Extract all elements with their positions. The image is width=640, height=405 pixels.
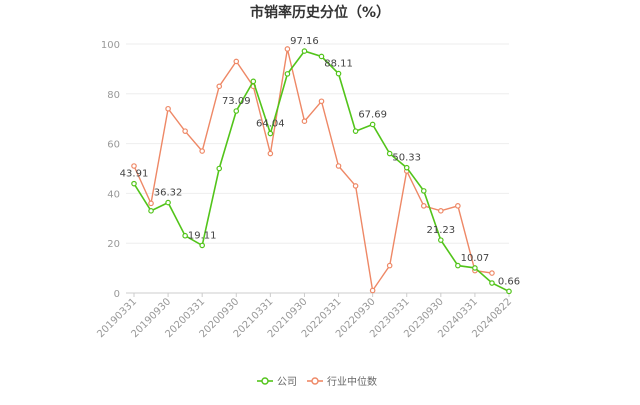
y-tick-label: 40 bbox=[107, 189, 120, 200]
data-point bbox=[420, 203, 427, 209]
data-point bbox=[182, 232, 188, 239]
y-tick-label: 100 bbox=[101, 40, 120, 51]
data-label: 19.11 bbox=[188, 230, 217, 241]
data-point bbox=[199, 148, 205, 154]
data-point bbox=[165, 199, 171, 206]
data-point bbox=[369, 287, 376, 294]
data-point bbox=[131, 180, 137, 187]
data-point bbox=[369, 121, 376, 128]
data-point bbox=[335, 163, 342, 169]
data-point bbox=[506, 288, 512, 295]
data-point bbox=[216, 165, 223, 172]
data-label: 88.11 bbox=[324, 59, 353, 70]
data-label: 21.23 bbox=[426, 225, 455, 236]
data-point bbox=[233, 108, 240, 114]
data-label: 43.91 bbox=[120, 169, 149, 180]
legend[interactable]: 公司 行业中位数 bbox=[257, 375, 377, 388]
data-point bbox=[403, 164, 410, 171]
data-point bbox=[131, 163, 137, 169]
data-point bbox=[386, 262, 393, 269]
series bbox=[131, 46, 512, 295]
series-line-company bbox=[133, 50, 510, 293]
data-label: 36.32 bbox=[154, 188, 183, 199]
data-point bbox=[165, 105, 171, 112]
data-point bbox=[284, 71, 291, 77]
data-point bbox=[216, 83, 223, 90]
data-label: 73.09 bbox=[222, 96, 251, 107]
data-label: 0.66 bbox=[498, 276, 520, 287]
data-point bbox=[148, 208, 154, 214]
data-point bbox=[335, 70, 342, 77]
data-point bbox=[489, 270, 495, 276]
legend-item-company[interactable]: 公司 bbox=[257, 377, 297, 388]
data-label: 67.69 bbox=[358, 109, 387, 120]
data-point bbox=[199, 242, 205, 249]
data-point bbox=[318, 98, 325, 105]
data-point bbox=[386, 150, 393, 157]
data-point bbox=[267, 130, 274, 137]
data-point bbox=[318, 53, 325, 60]
data-point bbox=[148, 200, 154, 207]
data-label: 97.16 bbox=[290, 36, 319, 47]
grid bbox=[126, 43, 509, 294]
data-point bbox=[233, 58, 240, 65]
y-tick-label: 60 bbox=[107, 140, 120, 151]
data-label: 50.33 bbox=[392, 153, 421, 164]
data-point bbox=[455, 262, 461, 269]
data-point bbox=[352, 128, 359, 134]
legend-item-industry-median[interactable]: 行业中位数 bbox=[307, 375, 377, 388]
data-point bbox=[472, 265, 478, 271]
data-point bbox=[420, 188, 427, 194]
data-labels: 43.91 36.32 19.11 73.09 64.04 97.16 88.11 67.69… bbox=[120, 36, 520, 287]
legend-marker bbox=[311, 377, 319, 385]
data-label: 64.04 bbox=[256, 119, 285, 130]
data-point bbox=[301, 118, 308, 124]
legend-label: 公司 bbox=[277, 377, 297, 388]
data-point bbox=[301, 48, 308, 54]
data-point bbox=[352, 183, 359, 189]
data-point bbox=[182, 128, 188, 134]
data-point bbox=[250, 78, 257, 85]
series-line-industry-median bbox=[133, 48, 493, 293]
data-point bbox=[489, 280, 495, 286]
y-tick-label: 20 bbox=[107, 239, 120, 250]
y-tick-label: 80 bbox=[107, 90, 120, 101]
data-point bbox=[455, 203, 461, 209]
y-tick-label: 0 bbox=[114, 289, 120, 300]
data-label: 10.07 bbox=[461, 253, 490, 264]
data-point bbox=[438, 208, 444, 214]
data-point bbox=[267, 150, 274, 157]
data-point bbox=[438, 237, 444, 243]
data-point bbox=[284, 46, 291, 52]
legend-label: 行业中位数 bbox=[327, 375, 377, 388]
legend-marker bbox=[261, 377, 269, 385]
chart-title: 市销率历史分位（%） bbox=[250, 4, 390, 21]
